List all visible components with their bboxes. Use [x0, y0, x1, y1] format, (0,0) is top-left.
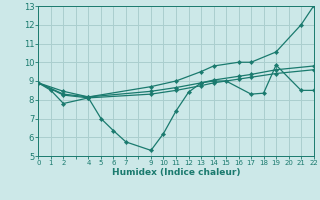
X-axis label: Humidex (Indice chaleur): Humidex (Indice chaleur) — [112, 168, 240, 177]
